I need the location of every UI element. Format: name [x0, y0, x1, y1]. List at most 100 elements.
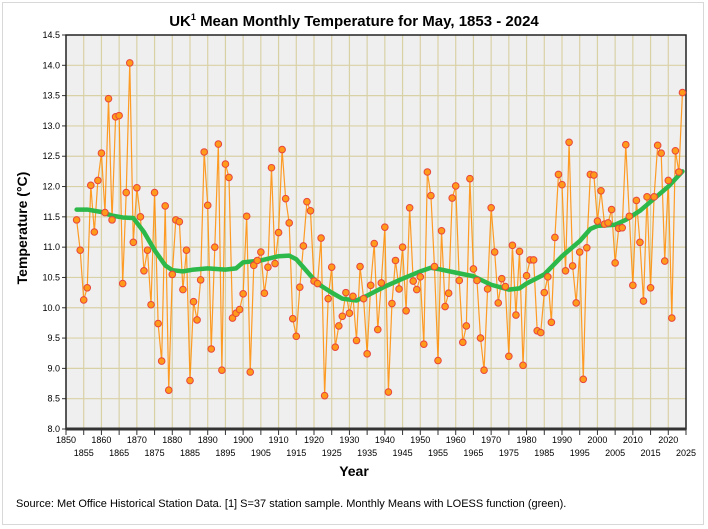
- data-point: [572, 299, 580, 307]
- y-tick-label: 12.0: [42, 182, 60, 192]
- data-point: [175, 217, 184, 226]
- data-point: [377, 279, 386, 287]
- data-point: [568, 262, 577, 270]
- data-point: [561, 266, 570, 275]
- data-point: [604, 219, 612, 227]
- data-point: [370, 239, 379, 248]
- data-point: [671, 146, 680, 155]
- data-point: [621, 140, 630, 149]
- data-point: [253, 256, 262, 265]
- x-tick-label: 1985: [534, 448, 554, 458]
- data-point: [317, 234, 325, 242]
- data-point: [115, 111, 123, 120]
- data-point: [143, 246, 152, 254]
- data-point: [664, 176, 673, 185]
- data-point: [161, 202, 169, 210]
- data-point: [79, 296, 88, 304]
- y-tick-label: 9.0: [47, 363, 60, 373]
- data-point: [384, 388, 393, 396]
- data-point: [363, 350, 371, 358]
- data-point: [678, 88, 687, 97]
- chart-title: UK1 Mean Monthly Temperature for May, 18…: [169, 12, 539, 30]
- x-axis-label: Year: [339, 463, 369, 479]
- data-point: [306, 206, 315, 215]
- data-point: [480, 366, 488, 375]
- x-tick-label: 1925: [322, 448, 342, 458]
- data-point: [133, 183, 141, 192]
- y-tick-label: 14.0: [42, 60, 60, 70]
- data-point: [430, 262, 439, 271]
- x-tick-label: 1875: [145, 448, 165, 458]
- y-tick-label: 11.0: [43, 242, 60, 252]
- data-point: [242, 212, 251, 221]
- data-point: [636, 238, 644, 247]
- data-point: [349, 292, 357, 301]
- data-point: [189, 297, 198, 306]
- data-point: [536, 328, 545, 337]
- data-point: [469, 265, 478, 273]
- data-point: [320, 391, 329, 400]
- data-point: [299, 242, 308, 250]
- data-point: [675, 168, 683, 176]
- x-tick-label: 1980: [517, 435, 537, 445]
- x-tick-label: 1935: [357, 448, 377, 458]
- data-point: [473, 276, 481, 285]
- data-point: [402, 307, 410, 315]
- data-point: [455, 276, 464, 285]
- y-axis-label: Temperature (°C): [14, 171, 30, 285]
- x-tick-label: 2015: [641, 448, 661, 458]
- data-point: [356, 262, 364, 271]
- data-point: [104, 94, 113, 103]
- source-footnote: Source: Met Office Historical Station Da…: [16, 498, 567, 510]
- data-point: [193, 316, 201, 324]
- data-point: [391, 256, 400, 265]
- data-point: [214, 140, 223, 148]
- data-point: [505, 352, 513, 361]
- data-point: [412, 285, 421, 294]
- x-tick-label: 1995: [570, 448, 590, 458]
- x-tick-label: 1970: [481, 435, 501, 445]
- data-point: [381, 223, 389, 231]
- data-point: [140, 266, 148, 275]
- data-point: [285, 219, 294, 227]
- y-tick-label: 8.5: [47, 394, 60, 404]
- data-point: [625, 212, 634, 221]
- x-tick-label: 2010: [623, 435, 643, 445]
- data-point: [462, 322, 471, 330]
- data-point: [278, 145, 286, 154]
- y-tick-label: 11.5: [43, 212, 60, 222]
- data-point: [90, 228, 99, 236]
- data-point: [327, 263, 336, 271]
- data-point: [466, 174, 474, 183]
- data-point: [420, 340, 428, 348]
- data-point: [643, 193, 651, 201]
- data-point: [267, 163, 276, 172]
- data-point: [150, 188, 159, 197]
- data-point: [597, 186, 605, 195]
- data-point: [157, 357, 166, 365]
- data-point: [264, 263, 272, 271]
- data-point: [451, 182, 460, 190]
- data-point: [607, 205, 616, 214]
- y-tick-label: 10.5: [42, 272, 60, 282]
- data-point: [444, 289, 453, 298]
- data-point: [108, 216, 116, 224]
- x-tick-label: 1955: [428, 448, 448, 458]
- data-point: [225, 173, 233, 182]
- x-tick-label: 2005: [605, 448, 625, 458]
- data-point: [196, 276, 205, 284]
- data-point: [292, 332, 301, 341]
- data-point: [512, 311, 520, 319]
- x-tick-label: 1975: [499, 448, 519, 458]
- data-point: [342, 288, 350, 297]
- data-point: [653, 141, 662, 150]
- data-point: [547, 318, 556, 327]
- data-point: [398, 243, 407, 251]
- data-point: [359, 294, 368, 303]
- data-point: [554, 170, 563, 179]
- x-tick-label: 1910: [269, 435, 289, 445]
- data-point: [590, 171, 598, 179]
- data-point: [257, 248, 265, 256]
